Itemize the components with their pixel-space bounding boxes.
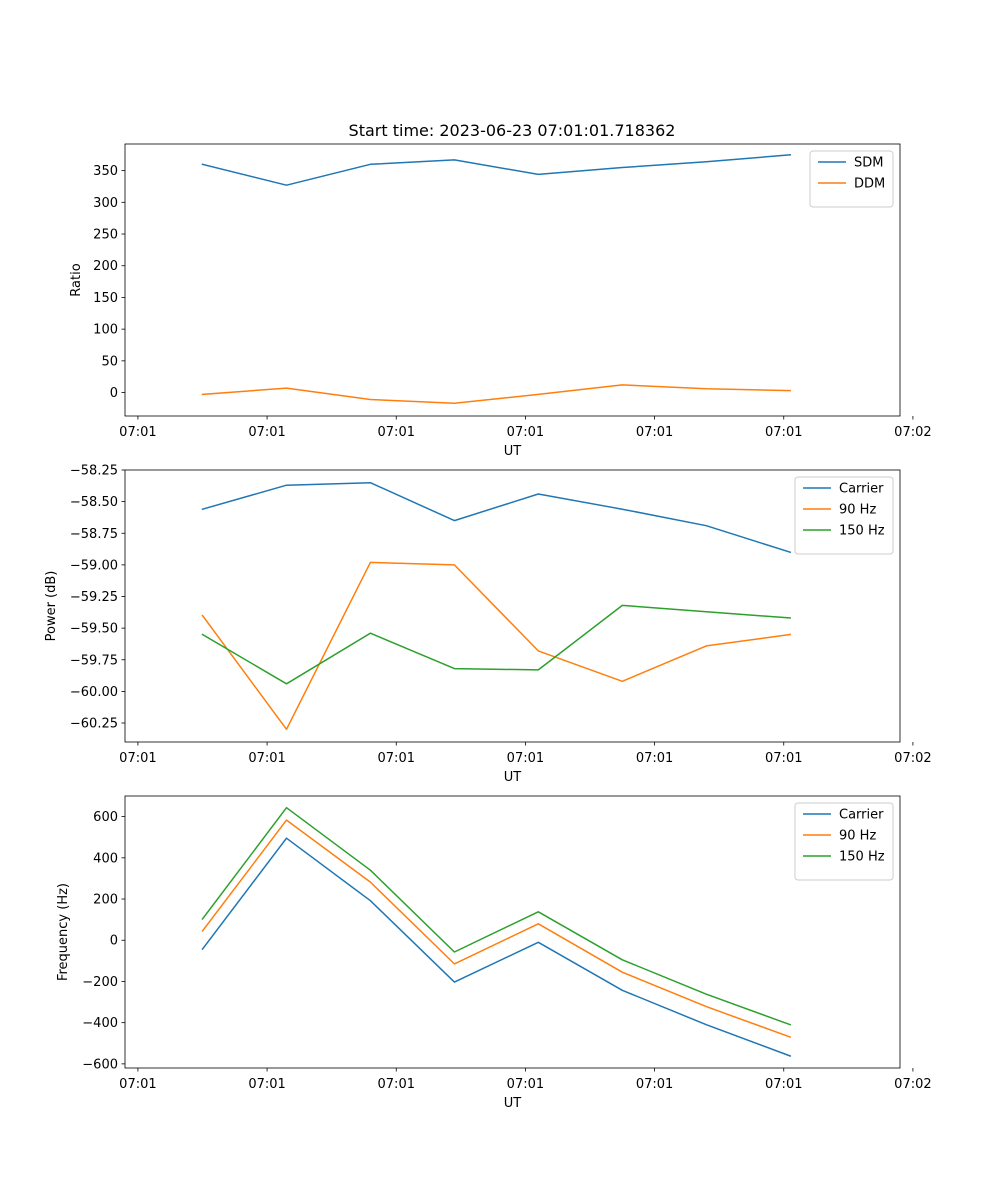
series-line-90-hz	[201, 819, 792, 1039]
legend-label: 90 Hz	[839, 503, 876, 518]
axes-frame	[124, 469, 901, 743]
series-line-150-hz	[201, 806, 792, 1026]
x-axis-label: UT	[504, 444, 522, 459]
x-tick-label: 07:01	[119, 751, 156, 766]
y-tick-label: 50	[101, 354, 118, 369]
y-tick-label: −59.75	[70, 653, 118, 668]
y-tick-label: −400	[82, 1016, 118, 1031]
y-tick-label: −59.25	[70, 590, 118, 605]
y-tick-label: 0	[110, 934, 118, 949]
x-tick-label: 07:02	[894, 1077, 931, 1092]
y-tick-label: −600	[82, 1057, 118, 1072]
x-tick-label: 07:01	[507, 751, 544, 766]
x-tick-label: 07:01	[765, 751, 802, 766]
series-line-ddm	[201, 384, 791, 405]
y-tick-label: 100	[93, 323, 118, 338]
y-tick-label: −60.25	[70, 717, 118, 732]
series-line-carrier	[201, 481, 792, 554]
x-tick-label: 07:01	[507, 425, 544, 440]
subplot-2: −58.25 −58.50 −58.75 −59.00 −59.25 −59.50 −59.…	[44, 464, 932, 786]
y-tick-label: 200	[93, 259, 118, 274]
subplot-1: 0 50 100 150 200 250 300 350 07:01 07:01 07:01 07:0…	[69, 143, 932, 459]
subplot-3: −600 −400 −200 0 200 400 600 07:01 07:01 07:01 07:…	[56, 795, 932, 1111]
chart-title: Start time: 2023-06-23 07:01:01.718362	[349, 121, 676, 140]
axes-frame	[124, 795, 901, 1069]
x-tick-label: 07:01	[248, 425, 285, 440]
y-tick-label: 400	[93, 851, 118, 866]
series-line-90-hz	[201, 561, 792, 731]
x-tick-label: 07:01	[378, 425, 415, 440]
y-tick-label: −58.50	[70, 495, 118, 510]
legend: Carrier 90 Hz 150 Hz	[794, 802, 894, 881]
x-tick-label: 07:01	[119, 425, 156, 440]
x-tick-label: 07:02	[894, 425, 931, 440]
legend: Carrier 90 Hz 150 Hz	[794, 476, 894, 555]
legend-box	[809, 150, 894, 208]
y-tick-label: 600	[93, 810, 118, 825]
legend: SDM DDM	[809, 150, 894, 208]
y-tick-label: −59.50	[70, 622, 118, 637]
legend-label: DDM	[854, 177, 885, 192]
x-tick-label: 07:01	[507, 1077, 544, 1092]
legend-label: SDM	[854, 156, 883, 171]
x-tick-label: 07:01	[248, 1077, 285, 1092]
x-tick-label: 07:01	[765, 425, 802, 440]
x-axis-label: UT	[504, 1096, 522, 1111]
y-axis-label: Frequency (Hz)	[56, 883, 71, 981]
y-tick-label: −58.25	[70, 464, 118, 479]
legend-label: Carrier	[839, 482, 884, 497]
legend-label: 90 Hz	[839, 829, 876, 844]
y-tick-label: −60.00	[70, 685, 118, 700]
legend-label: 150 Hz	[839, 524, 885, 539]
x-tick-label: 07:01	[378, 751, 415, 766]
y-tick-label: 250	[93, 228, 118, 243]
series-line-sdm	[201, 153, 792, 186]
x-tick-label: 07:01	[636, 425, 673, 440]
x-tick-label: 07:01	[248, 751, 285, 766]
x-tick-label: 07:01	[119, 1077, 156, 1092]
axes-frame	[124, 143, 901, 417]
y-tick-label: −200	[82, 975, 118, 990]
legend-label: 150 Hz	[839, 850, 885, 865]
y-tick-label: 300	[93, 196, 118, 211]
x-tick-label: 07:01	[636, 751, 673, 766]
legend-box	[794, 802, 894, 881]
legend-label: Carrier	[839, 808, 884, 823]
x-tick-label: 07:01	[765, 1077, 802, 1092]
y-tick-label: 0	[110, 386, 118, 401]
y-tick-label: −59.00	[70, 558, 118, 573]
x-tick-label: 07:01	[378, 1077, 415, 1092]
x-tick-label: 07:01	[636, 1077, 673, 1092]
y-tick-label: 350	[93, 164, 118, 179]
y-tick-label: −58.75	[70, 527, 118, 542]
series-line-carrier	[201, 837, 792, 1057]
legend-box	[794, 476, 894, 555]
x-tick-label: 07:02	[894, 751, 931, 766]
y-tick-label: 200	[93, 893, 118, 908]
y-tick-label: 150	[93, 291, 118, 306]
y-axis-label: Ratio	[69, 263, 84, 296]
y-axis-label: Power (dB)	[44, 571, 59, 642]
x-axis-label: UT	[504, 770, 522, 785]
series-line-150-hz	[201, 604, 792, 685]
